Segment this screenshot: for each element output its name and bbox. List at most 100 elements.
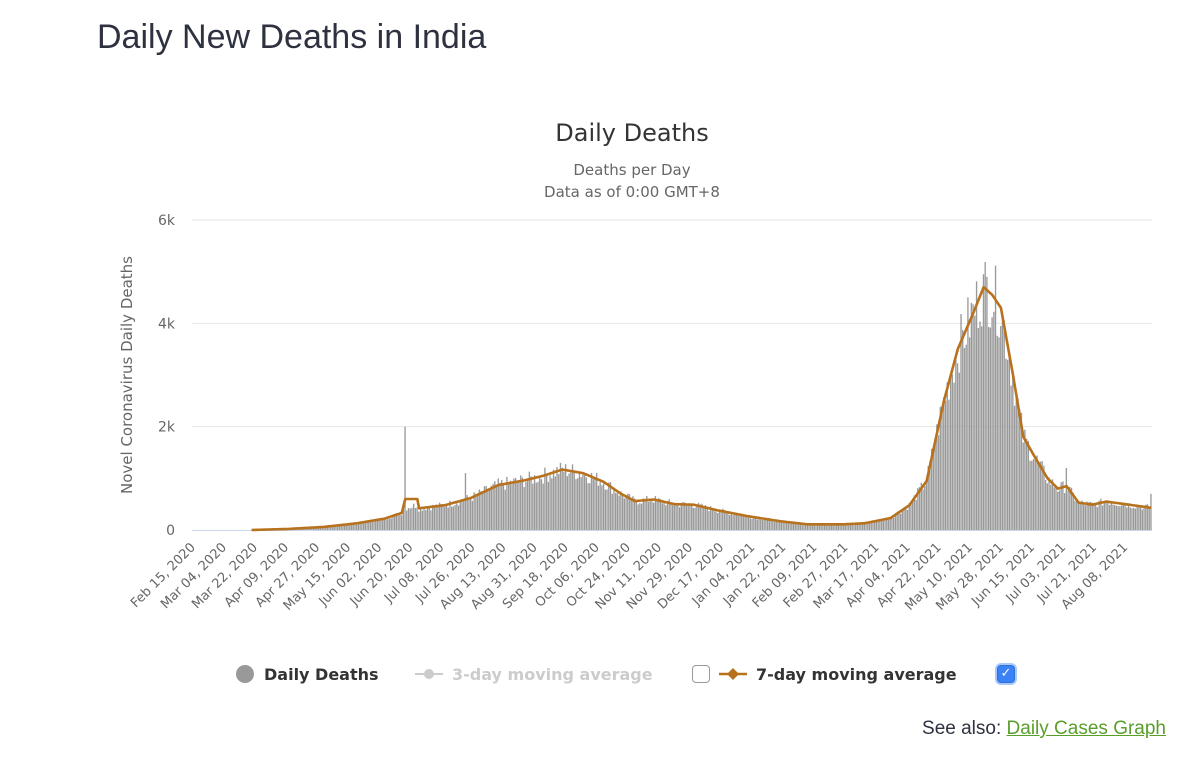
bar: [1115, 505, 1118, 530]
bar: [340, 524, 342, 530]
legend-item-7-day-ma[interactable]: 7-day moving average: [718, 660, 957, 688]
bar: [637, 504, 639, 530]
bar: [342, 524, 344, 530]
bar: [968, 337, 971, 530]
bar: [810, 524, 812, 530]
bar: [385, 519, 387, 530]
bar: [457, 505, 460, 530]
bar: [827, 525, 829, 530]
bar: [635, 501, 638, 530]
bar: [425, 510, 427, 530]
bar: [564, 464, 567, 530]
bar: [749, 518, 752, 530]
daily-cases-graph-link[interactable]: Daily Cases Graph: [1006, 718, 1166, 739]
bar: [488, 489, 491, 530]
bar: [782, 521, 784, 530]
bar: [653, 502, 655, 530]
bar: [882, 520, 884, 530]
bar: [418, 511, 420, 530]
bar: [915, 499, 917, 530]
bar: [501, 479, 503, 530]
bar: [499, 482, 501, 530]
bar: [989, 327, 992, 530]
y-tick-label: 0: [166, 523, 175, 539]
bar: [502, 484, 505, 530]
bar: [1036, 455, 1038, 530]
bar: [861, 523, 864, 530]
bar: [506, 476, 508, 530]
bar: [798, 522, 800, 530]
bar: [732, 515, 734, 530]
bar: [1101, 505, 1104, 530]
bar: [1093, 502, 1095, 530]
legend-item-3-day-ma[interactable]: 3-day moving average: [414, 660, 653, 688]
bar: [1025, 438, 1028, 530]
bar: [580, 477, 582, 530]
bar: [939, 406, 941, 530]
bar: [813, 525, 815, 530]
bar: [452, 506, 455, 530]
bar: [1086, 501, 1088, 530]
line-marker-icon: [415, 669, 443, 679]
bar: [925, 482, 928, 530]
bar: [958, 372, 960, 530]
bar: [720, 511, 722, 530]
bar: [856, 524, 859, 530]
checkbox-7-day-ma[interactable]: ✓: [997, 665, 1015, 683]
bar: [898, 513, 900, 530]
y-tick-label: 2k: [158, 420, 176, 436]
bar: [352, 523, 354, 530]
bar: [573, 470, 575, 530]
bar: [616, 493, 619, 530]
bar: [697, 502, 700, 530]
bar: [1031, 460, 1033, 530]
bar: [469, 498, 472, 530]
bar: [987, 326, 990, 530]
bar: [849, 523, 852, 530]
bar: [421, 510, 423, 530]
bar: [982, 274, 985, 530]
bar: [799, 523, 802, 530]
bar: [549, 475, 551, 530]
bar: [561, 467, 563, 530]
bar: [570, 472, 572, 530]
bar: [597, 485, 600, 530]
bar: [779, 520, 781, 530]
bar: [606, 489, 608, 530]
bar: [359, 521, 361, 530]
bar: [459, 499, 461, 530]
bar: [492, 483, 494, 530]
bar: [1114, 504, 1116, 530]
bar: [725, 511, 727, 530]
bar: [1020, 412, 1023, 530]
bar: [649, 501, 651, 530]
bar: [454, 504, 456, 530]
checkbox-3-day-ma[interactable]: [692, 665, 710, 683]
legend-item-daily-deaths[interactable]: Daily Deaths: [236, 660, 379, 688]
bar: [792, 522, 795, 530]
bar: [314, 527, 316, 530]
bar: [986, 276, 988, 530]
bar: [761, 519, 764, 530]
bar: [920, 482, 922, 530]
bar: [1079, 502, 1081, 530]
bar: [634, 498, 636, 530]
bar: [442, 504, 444, 530]
bar: [1119, 506, 1121, 530]
bar: [611, 493, 613, 530]
bar: [509, 480, 512, 530]
bar: [407, 508, 410, 530]
bar: [568, 473, 570, 530]
bar: [504, 489, 506, 530]
bar: [644, 499, 646, 530]
bar: [905, 507, 907, 530]
bar: [604, 489, 607, 530]
bar: [378, 519, 380, 530]
bar: [1126, 507, 1128, 530]
bar: [746, 515, 748, 530]
bar: [599, 481, 601, 530]
bar: [1017, 398, 1019, 530]
bar: [542, 483, 544, 530]
bar: [1003, 320, 1005, 530]
